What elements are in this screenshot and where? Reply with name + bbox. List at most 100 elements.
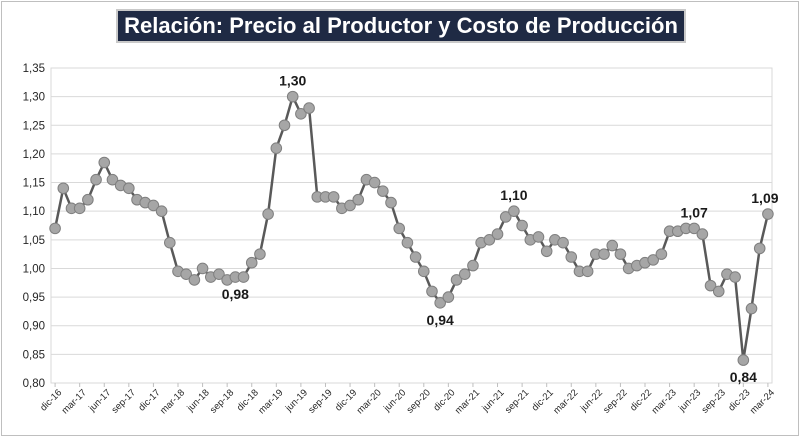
y-tick-label: 0,95 <box>23 292 45 304</box>
data-point <box>614 248 627 260</box>
data-label: 1,10 <box>500 187 527 203</box>
data-labels: 0,98 1,30 0,94 1,10 1,07 0,84 1,09 <box>222 73 779 385</box>
y-tick-label: 1,30 <box>23 92 45 104</box>
data-point <box>557 236 569 249</box>
data-point <box>123 182 135 195</box>
x-tick-label: sep-23 <box>700 387 728 415</box>
data-point <box>491 228 504 240</box>
x-tick-label: jun-19 <box>283 387 310 414</box>
x-axis-ticks: dic-16mar-17jun-17sep-17dic-17mar-18jun-… <box>38 383 777 416</box>
y-tick-label: 1,20 <box>23 149 45 161</box>
data-point <box>516 219 528 232</box>
data-point <box>344 199 356 212</box>
data-point <box>98 156 111 169</box>
data-point <box>762 208 774 220</box>
plot-area <box>50 67 773 384</box>
x-tick-label: mar-24 <box>748 387 777 416</box>
data-label: 0,84 <box>730 369 757 385</box>
data-point <box>377 185 389 197</box>
x-tick-label: jun-18 <box>185 387 212 414</box>
data-point <box>180 268 192 280</box>
data-point <box>688 222 700 235</box>
y-tick-label: 1,10 <box>23 206 45 218</box>
data-point <box>483 234 496 246</box>
data-point <box>188 274 201 286</box>
y-axis-ticks: 0,80 0,85 0,90 0,95 1,00 1,05 1,10 1,15 1,20 1,25… <box>23 63 45 390</box>
data-point <box>647 254 659 266</box>
x-tick-label: mar-20 <box>355 387 384 416</box>
data-point <box>245 256 258 269</box>
data-point <box>442 291 455 303</box>
y-tick-label: 1,35 <box>23 63 45 75</box>
data-point <box>704 279 717 292</box>
x-tick-label: jun-21 <box>480 387 507 414</box>
data-point <box>565 251 578 263</box>
x-tick-label: mar-17 <box>60 387 89 416</box>
data-point <box>196 262 209 275</box>
x-tick-label: mar-21 <box>453 387 482 416</box>
x-tick-label: sep-19 <box>306 387 334 415</box>
data-point <box>598 248 610 260</box>
data-point <box>417 265 430 278</box>
data-point <box>73 202 86 215</box>
data-point <box>254 248 266 260</box>
x-tick-label: jun-22 <box>578 387 605 414</box>
data-point <box>82 193 94 206</box>
data-point <box>712 285 725 298</box>
data-point <box>262 208 274 220</box>
data-point <box>303 102 315 114</box>
data-point <box>57 182 70 195</box>
data-point <box>270 142 283 154</box>
data-point <box>434 297 446 309</box>
x-tick-label: jun-17 <box>86 387 113 414</box>
data-point <box>458 268 471 280</box>
data-point <box>147 199 160 212</box>
data-point <box>696 228 709 240</box>
data-point <box>106 173 119 186</box>
data-point <box>286 90 299 103</box>
data-point <box>327 191 340 203</box>
data-point <box>540 245 553 258</box>
series-points <box>49 90 774 366</box>
data-point <box>49 222 61 235</box>
data-point <box>467 259 479 272</box>
data-point <box>213 268 225 280</box>
x-tick-label: sep-18 <box>208 387 236 415</box>
data-point <box>737 354 750 366</box>
y-tick-label: 1,05 <box>23 235 45 247</box>
x-tick-label: sep-22 <box>601 387 629 415</box>
data-point <box>237 271 250 283</box>
data-point <box>450 274 463 286</box>
data-point <box>278 119 291 132</box>
data-point <box>532 231 545 243</box>
data-point <box>393 222 406 235</box>
data-label: 0,94 <box>427 312 454 328</box>
data-point <box>90 173 102 186</box>
data-point <box>581 265 594 278</box>
chart-title: Relación: Precio al Productor y Costo de… <box>116 9 686 43</box>
data-point <box>606 239 619 252</box>
data-point <box>385 196 397 209</box>
x-tick-label: sep-17 <box>110 387 138 415</box>
gridlines <box>51 67 772 384</box>
data-point <box>368 176 381 189</box>
data-point <box>352 193 365 206</box>
data-point <box>745 302 758 315</box>
x-tick-label: jun-20 <box>381 387 408 414</box>
data-label: 1,30 <box>279 73 306 89</box>
data-point <box>155 205 168 217</box>
data-point <box>499 211 512 223</box>
x-tick-label: sep-20 <box>405 387 433 415</box>
data-point <box>655 248 668 260</box>
data-label: 0,98 <box>222 286 249 302</box>
x-tick-label: mar-22 <box>551 387 580 416</box>
data-label: 1,09 <box>751 190 778 206</box>
data-point <box>401 236 414 249</box>
data-point <box>295 108 307 120</box>
y-tick-label: 1,15 <box>23 178 45 190</box>
data-point <box>508 205 520 217</box>
y-tick-label: 1,00 <box>23 263 45 275</box>
data-point <box>729 271 741 283</box>
data-point <box>164 236 176 249</box>
